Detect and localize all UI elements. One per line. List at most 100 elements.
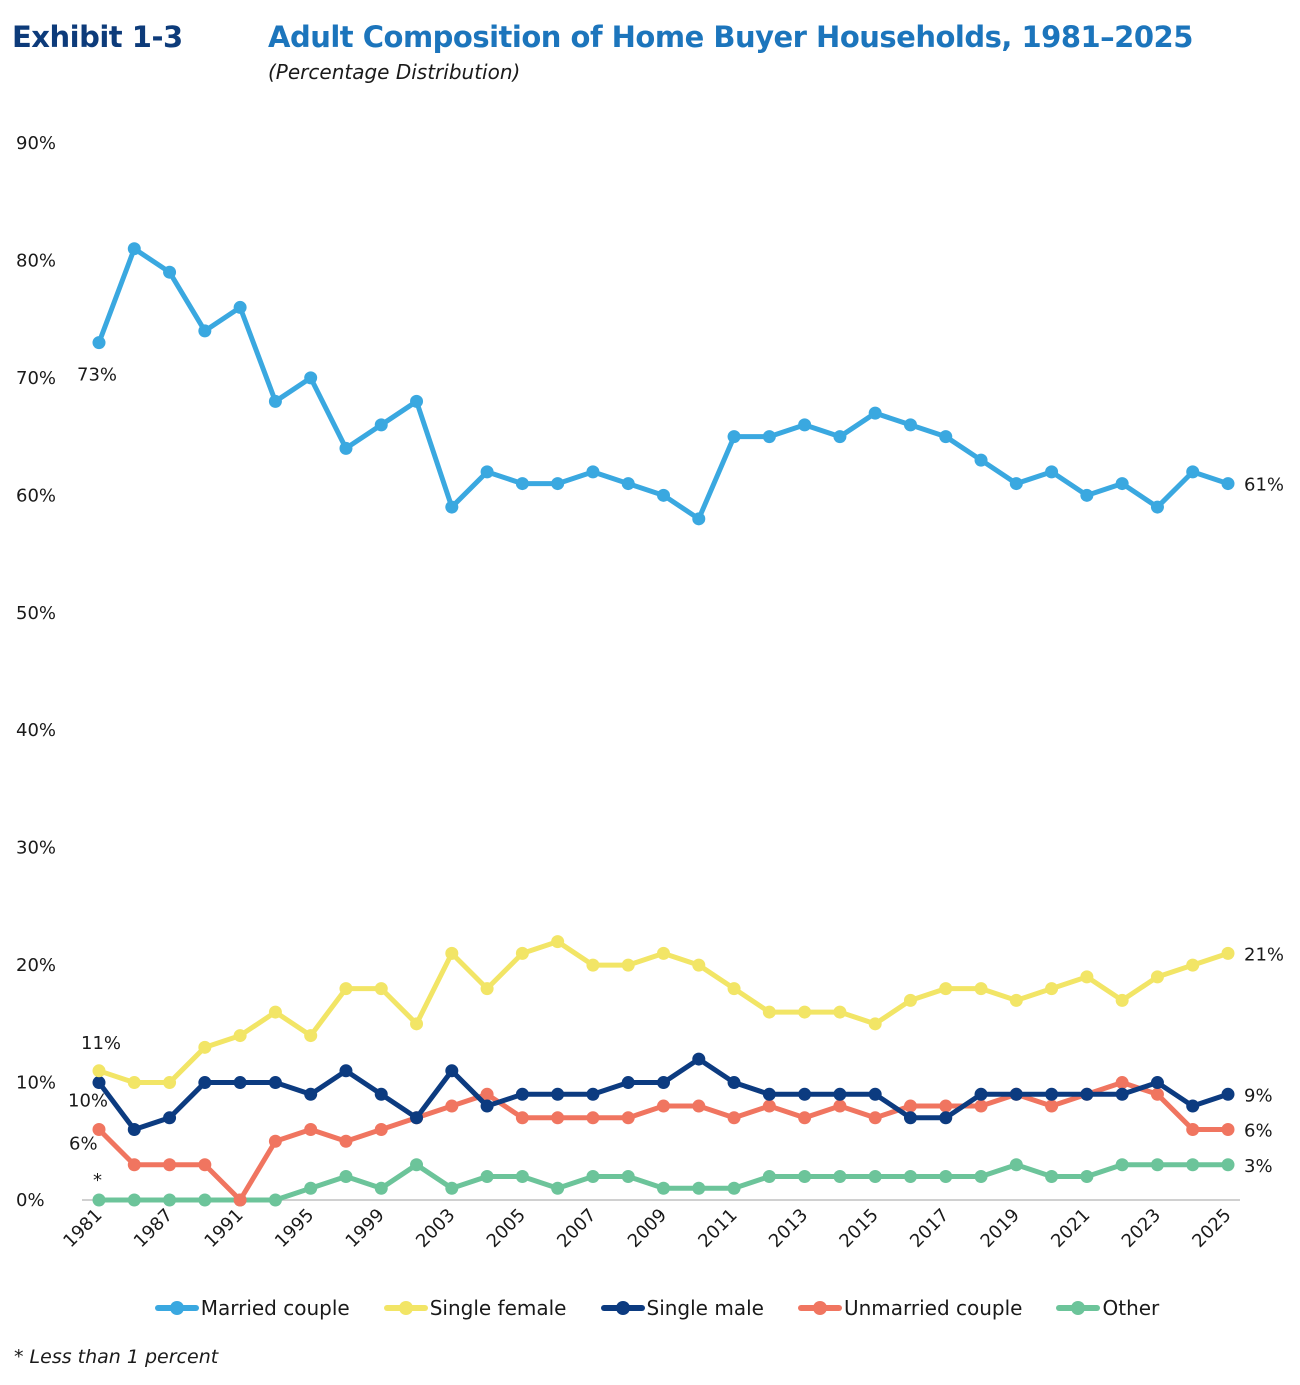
x-tick-label: 1995: [271, 1205, 318, 1252]
data-point: [939, 1099, 953, 1113]
data-point: [692, 1052, 706, 1066]
data-point: [868, 1087, 882, 1101]
footnote: * Less than 1 percent: [14, 1346, 219, 1368]
data-point: [1221, 1158, 1235, 1172]
data-point: [92, 336, 106, 350]
data-point: [268, 394, 282, 408]
start-data-label: 11%: [81, 1033, 121, 1054]
legend-item: Unmarried couple: [797, 1296, 1022, 1320]
data-point: [304, 1087, 318, 1101]
data-point: [762, 430, 776, 444]
data-point: [92, 1064, 106, 1078]
data-point: [163, 1076, 177, 1090]
legend-item: Single male: [600, 1296, 764, 1320]
series-single-male: [92, 1052, 1235, 1137]
data-point: [1186, 1123, 1200, 1137]
end-data-label: 61%: [1244, 475, 1284, 496]
data-point: [1009, 1158, 1023, 1172]
data-point: [621, 1076, 635, 1090]
data-point: [727, 430, 741, 444]
data-point: [1115, 993, 1129, 1007]
data-point: [657, 1099, 670, 1113]
data-point: [1115, 1158, 1129, 1172]
data-point: [410, 1017, 424, 1031]
data-point: [974, 1170, 988, 1184]
data-point: [233, 1193, 247, 1207]
data-point: [304, 1029, 318, 1043]
legend-label: Married couple: [200, 1296, 350, 1320]
data-point: [692, 512, 706, 526]
data-point: [833, 1099, 847, 1113]
legend-item: Other: [1056, 1296, 1159, 1320]
data-point: [551, 477, 565, 491]
legend-marker-icon: [797, 1301, 842, 1315]
data-point: [127, 242, 141, 256]
data-point: [92, 1123, 106, 1137]
data-point: [1045, 1099, 1059, 1113]
data-point: [339, 441, 353, 455]
y-tick-label: 40%: [16, 720, 56, 741]
data-point: [445, 500, 459, 514]
data-point: [92, 1193, 106, 1207]
data-point: [974, 1099, 988, 1113]
data-point: [586, 1170, 600, 1184]
data-point: [657, 488, 670, 502]
y-tick-label: 60%: [16, 485, 56, 506]
data-point: [515, 1111, 529, 1125]
data-point: [1080, 1170, 1094, 1184]
data-point: [1045, 1087, 1059, 1101]
data-point: [586, 1111, 600, 1125]
x-tick-label: 2025: [1188, 1205, 1235, 1252]
data-point: [410, 1158, 424, 1172]
y-tick-label: 90%: [16, 133, 56, 154]
data-point: [374, 1087, 388, 1101]
data-point: [163, 1111, 177, 1125]
data-point: [657, 1181, 670, 1195]
data-point: [551, 1181, 565, 1195]
x-tick-label: 1987: [130, 1205, 177, 1252]
y-axis: 0% 10% 20% 30% 40% 50% 60% 70% 80% 90%: [16, 133, 56, 1211]
data-point: [974, 982, 988, 996]
data-point: [92, 1076, 106, 1090]
data-point: [339, 1064, 353, 1078]
data-point: [268, 1005, 282, 1019]
y-tick-label: 10%: [16, 1073, 56, 1094]
data-point: [445, 1181, 459, 1195]
x-tick-label: 2013: [765, 1205, 812, 1252]
data-point: [798, 1087, 812, 1101]
data-point: [198, 1076, 212, 1090]
series-other: [92, 1158, 1235, 1207]
x-tick-label: 1999: [342, 1205, 389, 1252]
data-point: [586, 465, 600, 479]
data-point: [127, 1076, 141, 1090]
data-point: [198, 1040, 212, 1054]
data-point: [798, 1111, 812, 1125]
data-point: [480, 465, 494, 479]
x-tick-label: 2021: [1047, 1205, 1094, 1252]
data-point: [339, 1134, 353, 1148]
data-point: [692, 1099, 706, 1113]
legend-label: Single male: [646, 1296, 764, 1320]
data-point: [1221, 946, 1235, 960]
data-point: [798, 418, 812, 432]
data-point: [621, 1170, 635, 1184]
data-point: [798, 1005, 812, 1019]
data-point: [833, 1005, 847, 1019]
y-tick-label: 30%: [16, 838, 56, 859]
legend-marker-icon: [154, 1301, 199, 1315]
data-point: [586, 1087, 600, 1101]
data-point: [657, 1076, 670, 1090]
data-point: [410, 394, 424, 408]
data-point: [551, 1087, 565, 1101]
y-tick-label: 20%: [16, 955, 56, 976]
x-axis: 1981 1987 1991 1995 1999 2003 2005 2007 2009 2011…: [59, 1205, 1235, 1252]
data-point: [833, 430, 847, 444]
data-point: [939, 430, 953, 444]
legend-marker-icon: [1056, 1301, 1101, 1315]
data-point: [480, 1170, 494, 1184]
start-data-label: 10%: [68, 1091, 108, 1112]
exhibit-number: Exhibit 1-3: [12, 20, 183, 54]
data-point: [1080, 1087, 1094, 1101]
data-point: [868, 406, 882, 420]
x-tick-label: 2009: [624, 1205, 671, 1252]
